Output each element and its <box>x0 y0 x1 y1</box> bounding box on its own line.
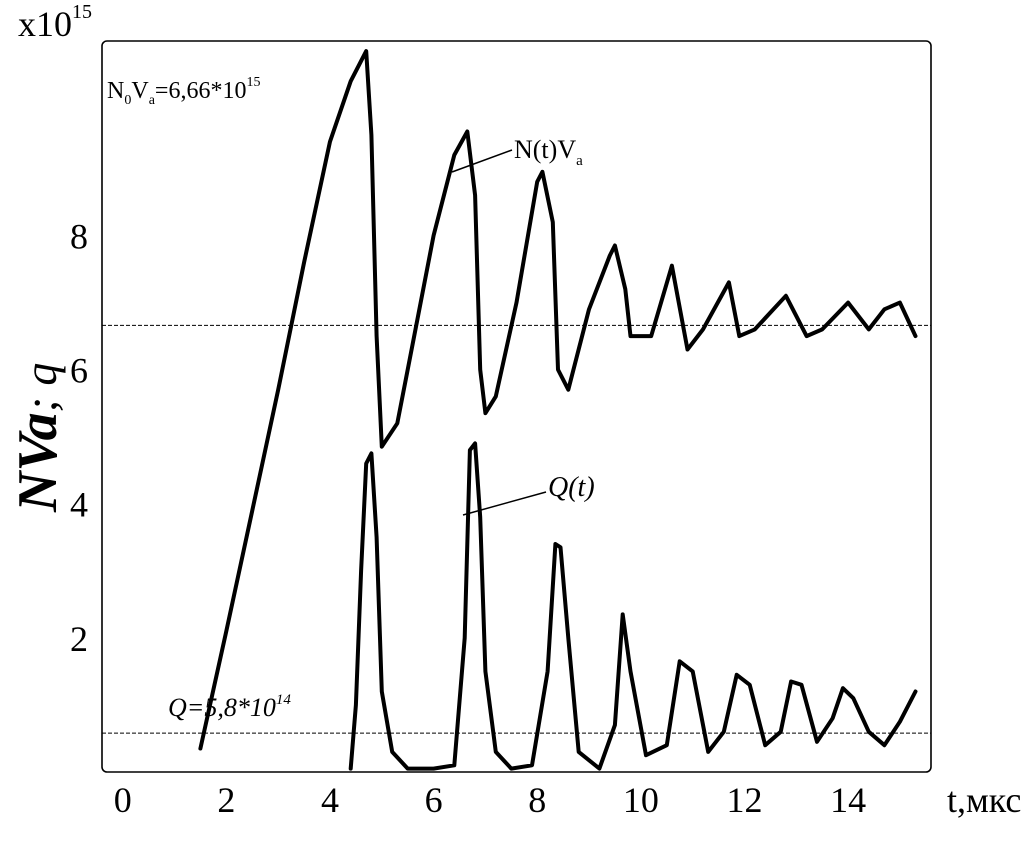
exponent-base: x10 <box>18 4 72 44</box>
x-tick-label: 4 <box>321 780 339 820</box>
x-axis-label: t,мкс <box>947 780 1021 820</box>
y-tick-labels: 2 4 6 8 <box>70 216 88 658</box>
y-tick-label: 6 <box>70 351 88 391</box>
annotation-n0va: N0Va=6,66*1015 <box>107 75 260 108</box>
annotation-qt: Q(t) <box>548 472 595 503</box>
exponent-label: x1015 <box>18 1 92 44</box>
ann-v: V <box>131 78 149 104</box>
x-tick-label: 12 <box>726 780 762 820</box>
annotation-nt: N(t)Va <box>514 135 583 169</box>
exponent-power: 15 <box>72 1 92 23</box>
ann-v-sub: a <box>149 93 156 108</box>
y-axis-label-main: NVa <box>7 412 69 513</box>
series-line-q-t <box>348 441 918 771</box>
y-axis-label-sep: ; <box>15 386 66 413</box>
ann-q-sup: 14 <box>276 692 292 708</box>
x-tick-label: 6 <box>425 780 443 820</box>
ann-nt-main: N(t)V <box>514 135 576 164</box>
y-axis-label: NVa; q <box>7 363 69 513</box>
ann-n-sub: 0 <box>124 93 131 108</box>
ann-n: N <box>107 78 124 104</box>
x-tick-label: 2 <box>217 780 235 820</box>
x-tick-labels: 0 2 4 6 8 10 12 14 <box>114 780 866 820</box>
annotation-q: Q=5,8*1014 <box>168 692 291 722</box>
ann-nt-sub: a <box>576 153 583 169</box>
y-axis-label-tail: q <box>15 363 66 386</box>
ann-q-main: Q=5,8*10 <box>168 693 276 722</box>
series-layer <box>198 49 918 771</box>
ann-value: =6,66*10 <box>155 78 247 104</box>
reference-lines <box>102 324 931 734</box>
y-tick-label: 4 <box>70 485 88 525</box>
plot-frame <box>101 40 932 773</box>
ann-value-sup: 15 <box>246 75 260 90</box>
x-tick-label: 8 <box>528 780 546 820</box>
leader-nt <box>451 149 513 173</box>
y-tick-label: 8 <box>70 216 88 256</box>
series-line-n-t-va <box>198 49 918 751</box>
x-tick-label: 14 <box>830 780 866 820</box>
x-tick-label: 10 <box>623 780 659 820</box>
leader-qt <box>462 491 547 516</box>
y-tick-label: 2 <box>70 619 88 659</box>
x-tick-label: 0 <box>114 780 132 820</box>
